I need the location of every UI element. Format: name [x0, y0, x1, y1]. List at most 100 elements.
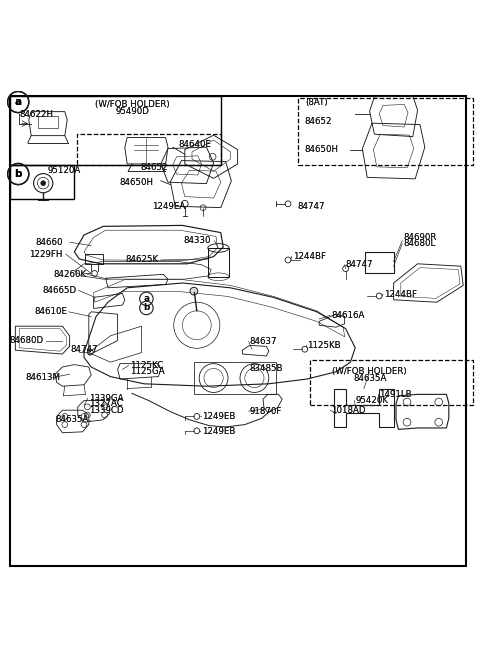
Text: 84625K: 84625K — [125, 256, 158, 264]
Text: 1229FH: 1229FH — [29, 250, 62, 259]
Text: 91870F: 91870F — [250, 406, 282, 416]
Bar — [85, 254, 103, 263]
Text: 84652: 84652 — [305, 117, 332, 126]
Circle shape — [190, 287, 198, 295]
Text: 1018AD: 1018AD — [331, 406, 366, 414]
Text: 95420K: 95420K — [355, 396, 388, 405]
Text: 84650H: 84650H — [120, 177, 154, 187]
Text: (W/FOB HOLDER): (W/FOB HOLDER) — [95, 100, 169, 109]
Text: 84660: 84660 — [35, 238, 62, 247]
Text: 1327AC: 1327AC — [89, 399, 122, 408]
Text: 83485B: 83485B — [250, 364, 283, 373]
Text: 1339CD: 1339CD — [89, 406, 123, 414]
Bar — [194, 362, 276, 395]
Bar — [38, 117, 58, 128]
Text: 1249EB: 1249EB — [202, 412, 235, 421]
Text: 84747: 84747 — [346, 260, 373, 269]
Text: 84635A: 84635A — [55, 415, 89, 424]
Text: 1491LB: 1491LB — [379, 390, 412, 399]
Text: 84616A: 84616A — [331, 310, 365, 320]
Text: 1229FH: 1229FH — [29, 250, 62, 259]
Text: 1491LB: 1491LB — [379, 390, 412, 399]
Text: 1244BF: 1244BF — [384, 289, 417, 299]
Text: 84330: 84330 — [184, 236, 211, 245]
Text: 84680L: 84680L — [403, 239, 435, 248]
Text: 84622H: 84622H — [19, 109, 53, 118]
Text: 84665D: 84665D — [43, 286, 77, 295]
Text: 83485B: 83485B — [250, 364, 283, 373]
Text: 1339GA: 1339GA — [89, 394, 123, 402]
Text: 1339GA: 1339GA — [89, 394, 123, 402]
Text: 1018AD: 1018AD — [331, 406, 366, 414]
Text: 84747: 84747 — [70, 345, 98, 354]
Text: 84610E: 84610E — [34, 307, 67, 316]
Text: 84747: 84747 — [298, 202, 325, 211]
Text: 1249EB: 1249EB — [202, 427, 235, 436]
Text: 84640E: 84640E — [178, 140, 211, 149]
Text: 84650H: 84650H — [120, 177, 154, 187]
Text: 1125KC: 1125KC — [130, 361, 163, 370]
Bar — [298, 98, 473, 166]
Text: 1327AC: 1327AC — [89, 399, 122, 408]
Text: 1125KB: 1125KB — [307, 341, 341, 350]
Text: 1125GA: 1125GA — [130, 367, 164, 376]
Text: 84747: 84747 — [298, 202, 325, 211]
Text: a: a — [144, 295, 149, 303]
Text: 84260K: 84260K — [53, 270, 86, 279]
Text: 84665D: 84665D — [43, 286, 77, 295]
Text: 1244BF: 1244BF — [293, 252, 326, 261]
Text: 84747: 84747 — [346, 260, 373, 269]
Bar — [10, 166, 74, 199]
Text: 95120A: 95120A — [48, 166, 81, 175]
Text: 84652: 84652 — [141, 163, 168, 172]
Text: 95490D: 95490D — [115, 107, 149, 116]
Text: 1249EB: 1249EB — [202, 427, 235, 436]
Text: 84610E: 84610E — [34, 307, 67, 316]
Text: 84680D: 84680D — [9, 336, 44, 345]
Text: 1125GA: 1125GA — [130, 367, 164, 376]
Text: 84660: 84660 — [35, 238, 62, 247]
Text: 1244BF: 1244BF — [384, 289, 417, 299]
Text: (8AT): (8AT) — [305, 98, 327, 107]
Text: 84330: 84330 — [184, 236, 211, 245]
Text: 84690R: 84690R — [403, 233, 437, 242]
Text: 84640E: 84640E — [178, 140, 211, 149]
Text: 1125KB: 1125KB — [307, 341, 341, 350]
Text: 95490D: 95490D — [115, 107, 149, 116]
Text: 84613M: 84613M — [26, 373, 60, 382]
Text: 1249EB: 1249EB — [202, 412, 235, 421]
Circle shape — [41, 181, 46, 185]
Text: 1249EA: 1249EA — [152, 202, 185, 211]
Text: 84680L: 84680L — [403, 239, 435, 248]
Text: (8AT): (8AT) — [305, 98, 327, 107]
Text: (W/FOB HOLDER): (W/FOB HOLDER) — [332, 367, 407, 376]
Text: b: b — [14, 169, 22, 179]
Text: (W/FOB HOLDER): (W/FOB HOLDER) — [95, 100, 169, 109]
Text: 84260K: 84260K — [53, 270, 86, 279]
Text: 1339CD: 1339CD — [89, 406, 123, 414]
Text: 95420K: 95420K — [355, 396, 388, 405]
Text: 84650H: 84650H — [305, 145, 339, 154]
Text: 84650H: 84650H — [305, 145, 339, 154]
Text: (W/FOB HOLDER): (W/FOB HOLDER) — [332, 367, 407, 376]
Text: 84635A: 84635A — [55, 415, 89, 424]
Text: 1125KC: 1125KC — [130, 361, 163, 370]
Bar — [208, 248, 229, 277]
Text: 84652: 84652 — [141, 163, 168, 172]
Text: 84637: 84637 — [250, 337, 277, 346]
Text: 84747: 84747 — [70, 345, 98, 354]
Text: 95120A: 95120A — [48, 166, 81, 175]
Text: b: b — [14, 169, 22, 179]
Bar — [10, 96, 221, 166]
Text: 84622H: 84622H — [19, 109, 53, 118]
Text: 84635A: 84635A — [353, 373, 386, 383]
Bar — [77, 134, 221, 166]
Bar — [310, 360, 473, 405]
Text: 84616A: 84616A — [331, 310, 365, 320]
Text: b: b — [143, 303, 150, 312]
Text: 84635A: 84635A — [353, 373, 386, 383]
Text: 84637: 84637 — [250, 337, 277, 346]
Text: 91870F: 91870F — [250, 406, 282, 416]
Text: 1249EA: 1249EA — [152, 202, 185, 211]
Text: 84652: 84652 — [305, 117, 332, 126]
